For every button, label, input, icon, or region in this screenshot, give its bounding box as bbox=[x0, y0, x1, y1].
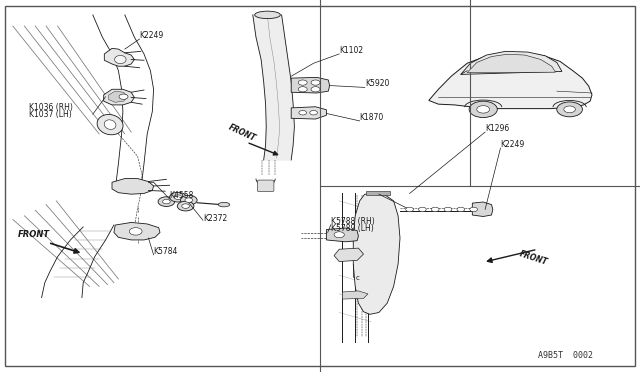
Circle shape bbox=[557, 102, 582, 117]
Polygon shape bbox=[472, 202, 493, 217]
Text: FRONT: FRONT bbox=[227, 123, 257, 143]
Text: K5784: K5784 bbox=[154, 247, 178, 256]
Circle shape bbox=[564, 106, 575, 113]
Bar bbox=[366, 191, 390, 195]
Circle shape bbox=[457, 207, 465, 212]
Circle shape bbox=[180, 195, 197, 205]
Circle shape bbox=[174, 195, 182, 199]
Circle shape bbox=[177, 201, 194, 211]
Circle shape bbox=[470, 207, 477, 212]
Polygon shape bbox=[429, 53, 592, 109]
Polygon shape bbox=[291, 107, 326, 119]
Circle shape bbox=[158, 197, 175, 206]
Circle shape bbox=[182, 204, 189, 208]
Text: K2249: K2249 bbox=[140, 31, 164, 40]
Polygon shape bbox=[467, 54, 556, 73]
Polygon shape bbox=[109, 91, 128, 102]
Text: c: c bbox=[356, 275, 360, 281]
Circle shape bbox=[431, 207, 439, 212]
Text: K2372: K2372 bbox=[204, 214, 228, 223]
Circle shape bbox=[119, 94, 128, 99]
Ellipse shape bbox=[104, 120, 116, 129]
Circle shape bbox=[311, 80, 320, 85]
Circle shape bbox=[477, 106, 490, 113]
Circle shape bbox=[444, 207, 452, 212]
Circle shape bbox=[334, 232, 344, 238]
Circle shape bbox=[298, 80, 307, 85]
Text: FRONT: FRONT bbox=[18, 230, 50, 239]
FancyBboxPatch shape bbox=[257, 180, 274, 192]
Ellipse shape bbox=[115, 55, 126, 64]
Text: K1037 (LH): K1037 (LH) bbox=[29, 110, 72, 119]
Polygon shape bbox=[334, 248, 364, 262]
Circle shape bbox=[163, 199, 170, 204]
Text: K4558: K4558 bbox=[170, 191, 194, 200]
Circle shape bbox=[185, 198, 193, 202]
Polygon shape bbox=[112, 179, 154, 194]
Text: K1036 (RH): K1036 (RH) bbox=[29, 103, 73, 112]
Circle shape bbox=[299, 110, 307, 115]
Polygon shape bbox=[253, 15, 294, 160]
Polygon shape bbox=[326, 228, 358, 242]
Polygon shape bbox=[114, 222, 160, 240]
Text: K1296: K1296 bbox=[485, 124, 509, 133]
Ellipse shape bbox=[218, 202, 230, 207]
Polygon shape bbox=[104, 89, 134, 105]
Polygon shape bbox=[461, 51, 562, 74]
Circle shape bbox=[311, 87, 320, 92]
Text: A9B5T  0002: A9B5T 0002 bbox=[538, 351, 593, 360]
Text: K5920: K5920 bbox=[365, 79, 389, 88]
Text: K1870: K1870 bbox=[360, 113, 384, 122]
Polygon shape bbox=[291, 77, 330, 93]
Circle shape bbox=[406, 207, 413, 212]
Polygon shape bbox=[104, 48, 134, 66]
Text: FRONT: FRONT bbox=[518, 249, 549, 267]
Circle shape bbox=[298, 87, 307, 92]
Ellipse shape bbox=[97, 115, 123, 135]
Ellipse shape bbox=[255, 11, 280, 19]
Polygon shape bbox=[342, 291, 368, 299]
Text: K2249: K2249 bbox=[500, 140, 525, 149]
Circle shape bbox=[469, 101, 497, 118]
Polygon shape bbox=[353, 194, 400, 314]
Circle shape bbox=[129, 228, 142, 235]
Circle shape bbox=[419, 207, 426, 212]
Circle shape bbox=[310, 110, 317, 115]
Text: K1102: K1102 bbox=[339, 46, 364, 55]
Text: K5789 (LH): K5789 (LH) bbox=[331, 224, 374, 232]
Text: K5788 (RH): K5788 (RH) bbox=[331, 217, 374, 226]
Circle shape bbox=[170, 192, 186, 202]
